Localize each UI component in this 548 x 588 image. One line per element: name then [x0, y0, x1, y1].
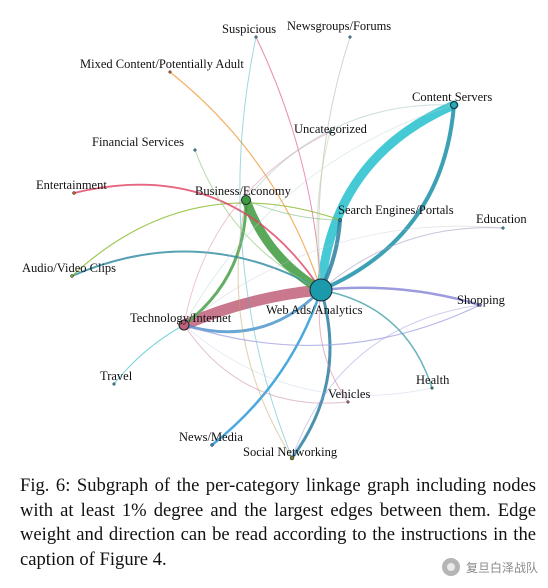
node-label-socialnetworking: Social Networking	[243, 445, 338, 459]
edge-business-searchengines	[245, 199, 341, 221]
node-label-audiovideo: Audio/Video Clips	[22, 261, 116, 275]
edge-technology-webads	[178, 284, 327, 331]
node-socialnetworking	[289, 455, 295, 461]
edge-technology-travel	[113, 324, 185, 385]
node-education	[501, 226, 505, 230]
node-label-business: Business/Economy	[195, 184, 292, 198]
linkage-graph: Suspicious Newsgroups/Forums Mixed Content…	[22, 19, 527, 461]
node-label-shopping: Shopping	[457, 293, 506, 307]
linkage-graph-figure: Suspicious Newsgroups/Forums Mixed Content…	[22, 19, 527, 461]
node-entertainment	[72, 191, 76, 195]
edge-technology-contentservers	[183, 104, 455, 326]
node-label-suspicious: Suspicious	[222, 22, 276, 36]
edge-audiovideo-searchengines	[71, 202, 341, 277]
node-newsmedia	[210, 443, 214, 447]
edge-webads-shopping	[319, 286, 482, 307]
node-label-entertainment: Entertainment	[36, 178, 107, 192]
edge-uncategorized-webads	[316, 131, 331, 291]
edge-webads-contentservers	[319, 103, 456, 292]
node-label-mixed: Mixed Content/Potentially Adult	[80, 57, 244, 71]
edge-technology-shopping	[183, 304, 481, 346]
node-label-uncategorized: Uncategorized	[294, 122, 368, 136]
edge-mixed-webads	[169, 71, 322, 291]
edge-shopping-socialnetworking	[291, 304, 481, 459]
node-label-newsgroups: Newsgroups/Forums	[287, 19, 391, 33]
edge-webads-health	[320, 289, 433, 389]
edge-entertainment-webads	[73, 183, 322, 291]
edge-technology-vehicles	[183, 324, 349, 404]
edge-suspicious-socialnetworking	[239, 36, 293, 459]
wechat-logo-icon	[441, 558, 460, 576]
node-label-webads: Web Ads/Analytics	[266, 303, 363, 317]
edge-technology-education	[183, 225, 504, 326]
watermark: 复旦白泽战队	[441, 558, 538, 576]
edge-financial-webads	[194, 149, 322, 291]
node-label-travel: Travel	[100, 369, 133, 383]
edge-technology-business	[182, 198, 248, 327]
edge-business-socialnetworking	[237, 199, 293, 459]
node-mixed	[168, 70, 172, 74]
watermark-text: 复旦白泽战队	[465, 560, 538, 575]
node-travel	[112, 382, 116, 386]
edge-audiovideo-webads	[71, 250, 322, 291]
node-audiovideo	[70, 274, 74, 278]
figure-caption: Fig. 6: Subgraph of the per-category lin…	[20, 475, 536, 570]
edge-technology-health	[183, 324, 433, 396]
node-label-searchengines: Search Engines/Portals	[338, 203, 454, 217]
edge-suspicious-webads	[255, 36, 322, 291]
node-label-newsmedia: News/Media	[179, 430, 243, 444]
node-contentservers	[450, 101, 458, 109]
node-newsgroups	[348, 35, 352, 39]
node-business	[241, 195, 251, 205]
graph-edges	[71, 36, 504, 460]
edge-webads-contentservers	[316, 100, 459, 295]
node-webads	[309, 278, 333, 302]
edge-newsmedia-webads	[210, 288, 323, 447]
node-financial	[193, 148, 197, 152]
node-label-vehicles: Vehicles	[328, 387, 370, 401]
node-label-education: Education	[476, 212, 527, 226]
edge-webads-vehicles	[318, 289, 349, 403]
node-label-health: Health	[416, 373, 450, 387]
node-label-contentservers: Content Servers	[412, 90, 492, 104]
node-vehicles	[346, 400, 350, 404]
edge-business-contentservers	[245, 104, 455, 201]
node-uncategorized	[328, 130, 332, 134]
node-searchengines	[338, 218, 342, 222]
graph-nodes: Suspicious Newsgroups/Forums Mixed Content…	[22, 19, 527, 461]
edge-technology-webads	[182, 288, 323, 334]
edge-socialnetworking-webads	[290, 288, 332, 460]
node-suspicious	[254, 35, 258, 39]
node-label-financial: Financial Services	[92, 135, 184, 149]
node-health	[430, 386, 434, 390]
edge-webads-education	[320, 227, 504, 291]
node-label-technology: Technology/Internet	[130, 311, 232, 325]
node-shopping	[478, 303, 482, 307]
node-technology	[178, 319, 190, 331]
